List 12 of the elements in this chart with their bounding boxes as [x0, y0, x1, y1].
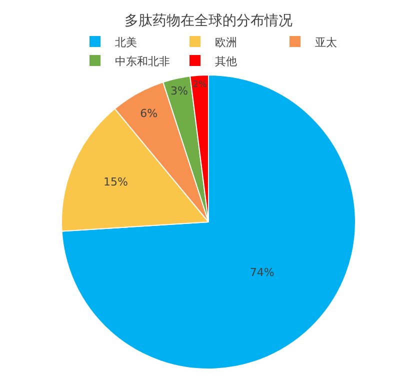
data-label: 74%	[250, 266, 274, 279]
legend-label: 中东和北非	[115, 54, 170, 68]
data-label: 2%	[192, 80, 207, 90]
legend-label: 欧洲	[215, 36, 237, 49]
data-label: 6%	[140, 107, 158, 120]
chart-title: 多肽药物在全球的分布情况	[124, 13, 292, 30]
legend-label: 其他	[215, 54, 237, 68]
data-label: 15%	[103, 175, 128, 188]
data-label: 3%	[170, 84, 188, 98]
legend-label: 亚太	[315, 36, 337, 49]
legend-label: 北美	[115, 36, 137, 49]
pie-slice	[61, 74, 356, 370]
